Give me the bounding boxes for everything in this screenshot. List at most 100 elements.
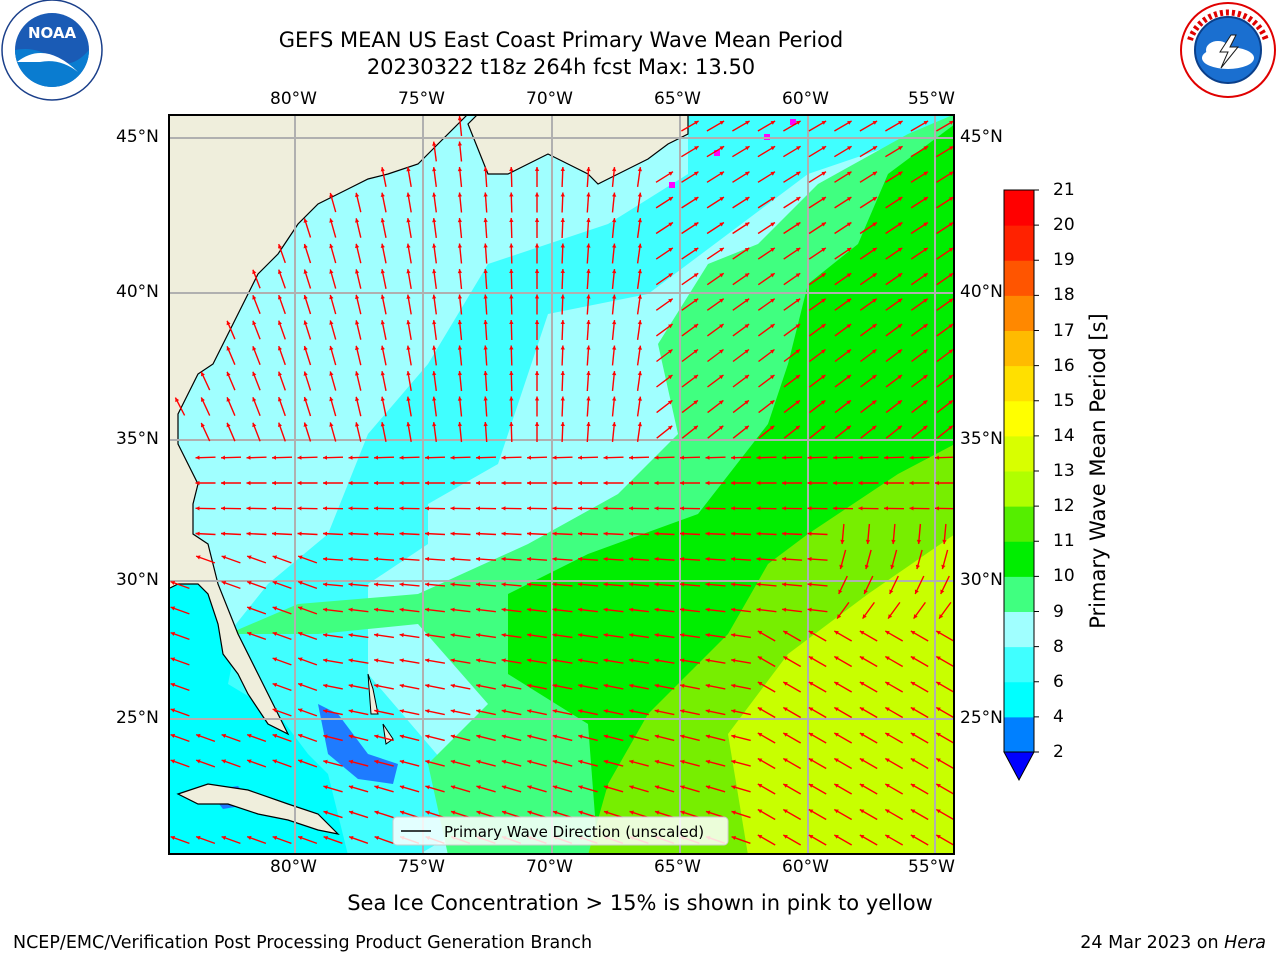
wave-arrowhead	[949, 171, 954, 176]
wave-arrowhead	[560, 345, 565, 350]
colorbar-tick-label: 18	[1053, 285, 1075, 306]
wave-arrowhead	[380, 396, 385, 401]
wave-arrowhead	[578, 683, 583, 688]
wave-arrowhead	[252, 320, 257, 326]
wave-arrowhead	[821, 375, 826, 380]
colorbar-tick-label: 2	[1053, 742, 1064, 762]
wave-arrowhead	[885, 707, 890, 712]
colorbar-segment	[1004, 365, 1034, 402]
wave-arrowhead	[668, 171, 673, 176]
map-frame	[168, 114, 955, 855]
wave-arrowhead	[745, 197, 750, 202]
wave-arrowhead	[380, 167, 385, 172]
wave-arrowhead	[527, 658, 532, 663]
wave-arrowhead	[897, 324, 903, 329]
wave-arrowhead	[922, 425, 928, 430]
wave-arrowhead	[457, 371, 462, 376]
wave-arrowhead	[560, 320, 565, 324]
wave-arrowhead	[808, 733, 814, 737]
wave-arrowhead	[885, 758, 890, 763]
lon-tick-bottom: 70°W	[526, 857, 573, 877]
wave-arrowhead	[527, 582, 532, 587]
wave-arrowhead	[603, 658, 608, 663]
wave-arrowhead	[527, 556, 532, 562]
wave-arrowhead	[693, 375, 698, 380]
wave-arrowhead	[578, 531, 583, 536]
wave-arrowhead	[837, 614, 842, 619]
wave-arrowhead	[278, 320, 282, 325]
wave-arrowhead	[942, 539, 947, 544]
wave-arrowhead	[196, 835, 201, 840]
wave-arrowhead	[527, 633, 532, 638]
colorbar-segment	[1004, 576, 1034, 612]
wave-arrowhead	[846, 349, 851, 354]
wave-arrowhead	[578, 658, 583, 663]
wave-arrowhead	[348, 582, 353, 587]
wave-arrowhead	[476, 582, 481, 587]
wave-arrowhead	[278, 422, 282, 427]
wave-arrowhead	[457, 422, 462, 427]
wave-arrowhead	[380, 320, 385, 325]
wave-arrowhead	[936, 631, 941, 635]
wave-arrowhead	[757, 835, 763, 839]
wave-arrowhead	[637, 422, 642, 427]
wave-arrowhead	[807, 556, 812, 562]
wave-arrowhead	[534, 320, 540, 324]
wave-arrowhead	[936, 758, 941, 763]
wave-arrowhead	[923, 146, 929, 151]
wave-arrowhead	[885, 682, 890, 686]
wave-arrowhead	[355, 192, 360, 198]
wave-arrowhead	[654, 531, 659, 536]
lat-tick-left: 25°N	[116, 708, 159, 728]
wave-arrowhead	[323, 683, 328, 688]
wave-arrowhead	[654, 455, 659, 460]
wave-arrowhead	[936, 809, 941, 814]
wave-arrowhead	[355, 294, 360, 300]
wave-arrowhead	[170, 708, 176, 713]
wave-arrowhead	[560, 218, 565, 222]
wave-arrowhead	[252, 269, 257, 275]
wave-arrowhead	[374, 531, 379, 536]
wave-arrowhead	[450, 785, 456, 790]
wave-arrowhead	[303, 371, 308, 376]
wave-arrowhead	[399, 633, 404, 638]
wave-arrowhead	[718, 425, 724, 430]
wave-arrowhead	[247, 733, 252, 738]
wave-arrowhead	[693, 425, 698, 430]
wave-arrowhead	[509, 422, 514, 426]
wave-arrowhead	[770, 197, 775, 202]
wave-arrowhead	[247, 555, 252, 560]
lat-tick-right: 25°N	[960, 708, 1003, 728]
wave-arrowhead	[323, 709, 328, 714]
wave-arrowhead	[348, 607, 353, 612]
wave-arrowhead	[885, 656, 890, 661]
wave-arrowhead	[501, 582, 506, 587]
wave-arrowhead	[432, 141, 437, 146]
wave-arrowhead	[586, 320, 591, 325]
wave-arrowhead	[865, 539, 871, 544]
wave-arrowhead	[374, 607, 379, 612]
wave-arrowhead	[483, 345, 488, 350]
wave-arrowhead	[629, 785, 634, 790]
wave-arrowhead	[885, 631, 890, 635]
wave-arrowhead	[329, 345, 334, 351]
wave-arrowhead	[744, 222, 750, 227]
wave-arrowhead	[872, 121, 878, 125]
wave-arrowhead	[380, 345, 385, 350]
wave-arrowhead	[629, 734, 634, 739]
wave-arrowhead	[534, 294, 540, 299]
wave-arrowhead	[272, 606, 278, 611]
wave-arrowhead	[612, 192, 617, 197]
wave-arrowhead	[247, 631, 252, 636]
wave-arrowhead	[476, 531, 481, 536]
wave-arrowhead	[329, 396, 334, 402]
wave-arrowhead	[612, 320, 617, 325]
wave-arrowhead	[552, 683, 557, 688]
wave-arrowhead	[910, 682, 916, 686]
wave-arrowhead	[355, 345, 360, 351]
lat-tick-right: 45°N	[960, 127, 1003, 147]
wave-arrowhead	[501, 556, 506, 562]
wave-arrowhead	[770, 121, 776, 125]
wave-arrowhead	[654, 480, 659, 486]
wave-arrowhead	[399, 709, 404, 714]
